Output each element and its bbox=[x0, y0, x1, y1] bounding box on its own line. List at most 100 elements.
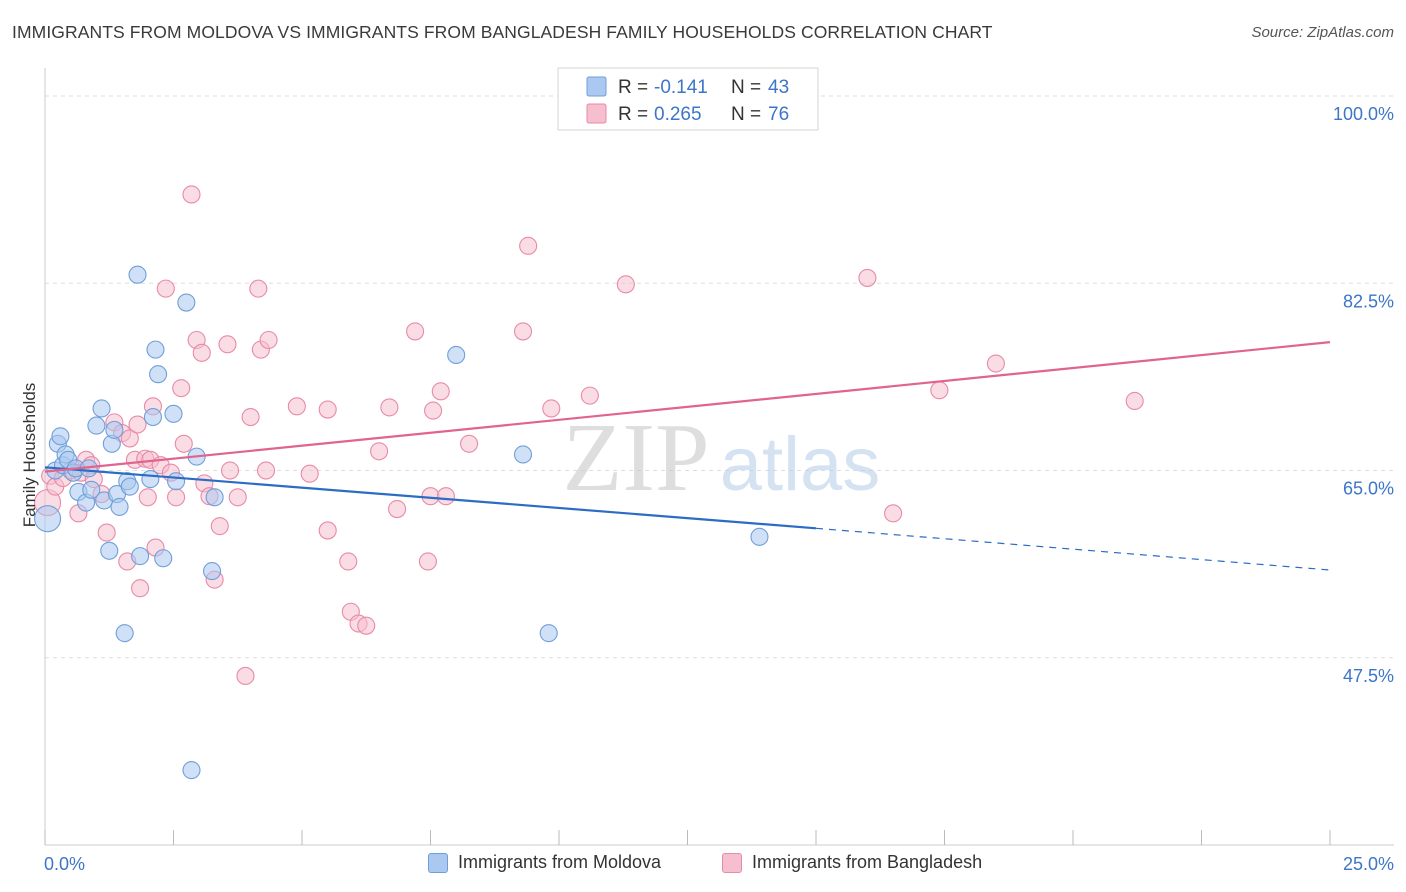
legend-top-swatch-moldova bbox=[586, 76, 607, 97]
bangladesh-point-56 bbox=[388, 499, 407, 519]
y-tick-label-0: 47.5% bbox=[1343, 666, 1394, 686]
moldova-point-33 bbox=[177, 293, 196, 312]
bangladesh-point-59 bbox=[421, 487, 440, 506]
moldova-point-3 bbox=[51, 427, 70, 446]
legend-top: R = -0.141 N = 43 R = 0.265 N = 76 bbox=[557, 67, 819, 131]
y-axis-label: Family Households bbox=[20, 383, 39, 528]
bangladesh-point-57 bbox=[406, 322, 425, 341]
bangladesh-point-65 bbox=[519, 236, 538, 255]
moldova-point-40 bbox=[539, 624, 558, 643]
legend-top-r-value-moldova: -0.141 bbox=[654, 77, 708, 98]
moldova-point-29 bbox=[149, 365, 168, 384]
moldova-point-31 bbox=[164, 404, 183, 423]
bangladesh-point-63 bbox=[459, 434, 479, 453]
bangladesh-point-60 bbox=[424, 401, 443, 420]
gridlines bbox=[45, 95, 1394, 659]
bangladesh-point-40 bbox=[236, 666, 255, 686]
moldova-point-38 bbox=[447, 345, 466, 365]
bangladesh-point-42 bbox=[249, 279, 268, 298]
bangladesh-point-46 bbox=[287, 397, 306, 416]
bangladesh-point-44 bbox=[256, 461, 276, 480]
bangladesh-point-54 bbox=[370, 442, 389, 461]
bangladesh-point-18 bbox=[131, 579, 150, 598]
moldova-point-28 bbox=[146, 340, 165, 359]
y-tick-label-1: 65.0% bbox=[1343, 479, 1394, 499]
legend-top-n-value-moldova: 43 bbox=[768, 77, 789, 98]
bangladesh-point-20 bbox=[138, 488, 157, 507]
moldova-point-12 bbox=[82, 480, 101, 499]
legend-swatch-moldova bbox=[428, 852, 448, 873]
bangladesh-point-29 bbox=[174, 434, 193, 453]
moldova-point-23 bbox=[120, 477, 139, 496]
moldova-point-34 bbox=[182, 761, 201, 780]
bangladesh-point-73 bbox=[1125, 391, 1144, 411]
moldova-point-0 bbox=[34, 505, 62, 533]
watermark-atlas: atlas bbox=[720, 422, 881, 507]
moldova-point-30 bbox=[154, 549, 173, 568]
bangladesh-point-41 bbox=[241, 407, 260, 427]
bangladesh-point-47 bbox=[300, 464, 319, 483]
moldova-point-25 bbox=[131, 547, 150, 566]
bangladesh-point-64 bbox=[513, 322, 533, 341]
bangladesh-point-58 bbox=[418, 552, 437, 571]
moldova-point-41 bbox=[750, 527, 769, 546]
legend-label-moldova: Immigrants from Moldova bbox=[458, 852, 662, 872]
bangladesh-point-66 bbox=[542, 399, 561, 418]
moldova-point-18 bbox=[105, 420, 124, 439]
moldova-point-24 bbox=[128, 265, 147, 284]
chart-title: IMMIGRANTS FROM MOLDOVA VS IMMIGRANTS FR… bbox=[12, 22, 993, 42]
bangladesh-point-50 bbox=[339, 552, 358, 571]
legend-top-r-label-bangladesh: R = bbox=[618, 104, 648, 125]
bangladesh-point-15 bbox=[120, 429, 139, 448]
moldova-point-16 bbox=[100, 541, 119, 560]
axes bbox=[44, 68, 1394, 846]
x-tick-label-max: 25.0% bbox=[1343, 854, 1394, 874]
bangladesh-point-39 bbox=[228, 488, 247, 507]
moldova-point-21 bbox=[115, 624, 134, 643]
bangladesh-point-28 bbox=[172, 379, 191, 398]
bangladesh-point-53 bbox=[357, 616, 376, 635]
moldova-point-36 bbox=[203, 562, 222, 581]
legend-item-moldova: Immigrants from Moldova bbox=[428, 852, 661, 873]
moldova-trend-line bbox=[44, 466, 817, 530]
bangladesh-point-48 bbox=[318, 521, 337, 540]
moldova-point-26 bbox=[141, 470, 160, 489]
legend-label-bangladesh: Immigrants from Bangladesh bbox=[752, 852, 983, 872]
bangladesh-point-62 bbox=[436, 487, 455, 506]
moldova-point-37 bbox=[205, 488, 224, 507]
legend-top-r-value-bangladesh: 0.265 bbox=[654, 104, 702, 125]
moldova-point-32 bbox=[167, 472, 186, 491]
moldova-points bbox=[34, 265, 769, 780]
moldova-point-14 bbox=[92, 399, 111, 418]
y-tick-labels: 47.5% 65.0% 82.5% 100.0% bbox=[1333, 104, 1394, 686]
bangladesh-point-45 bbox=[259, 330, 278, 350]
legend-swatch-bangladesh bbox=[722, 852, 742, 873]
y-tick-label-3: 100.0% bbox=[1333, 104, 1394, 124]
bangladesh-point-38 bbox=[220, 461, 240, 480]
bangladesh-point-55 bbox=[380, 398, 399, 417]
bangladesh-point-32 bbox=[192, 343, 211, 362]
bangladesh-point-67 bbox=[580, 386, 599, 405]
bangladesh-point-37 bbox=[218, 335, 237, 354]
trend-lines bbox=[44, 341, 1331, 571]
y-tick-label-2: 82.5% bbox=[1343, 291, 1394, 311]
moldova-point-27 bbox=[143, 407, 162, 427]
legend-top-n-label-moldova: N = bbox=[731, 77, 761, 98]
legend-top-r-label-moldova: R = bbox=[618, 77, 648, 98]
legend-item-bangladesh: Immigrants from Bangladesh bbox=[722, 852, 982, 873]
bangladesh-point-61 bbox=[431, 382, 450, 401]
legend-top-swatch-bangladesh bbox=[586, 103, 607, 124]
bangladesh-point-27 bbox=[167, 488, 186, 507]
moldova-point-20 bbox=[110, 497, 129, 516]
bangladesh-point-70 bbox=[884, 504, 903, 523]
bangladesh-point-30 bbox=[182, 185, 201, 204]
moldova-trend-extension bbox=[815, 527, 1331, 571]
legend-top-n-value-bangladesh: 76 bbox=[768, 104, 789, 125]
bangladesh-point-49 bbox=[318, 400, 337, 419]
bangladesh-trend-line bbox=[44, 341, 1331, 473]
moldova-point-13 bbox=[87, 416, 106, 435]
bangladesh-point-72 bbox=[986, 354, 1005, 373]
bangladesh-point-17 bbox=[128, 415, 147, 434]
bangladesh-point-68 bbox=[616, 275, 635, 294]
x-tick-label-min: 0.0% bbox=[44, 854, 85, 874]
